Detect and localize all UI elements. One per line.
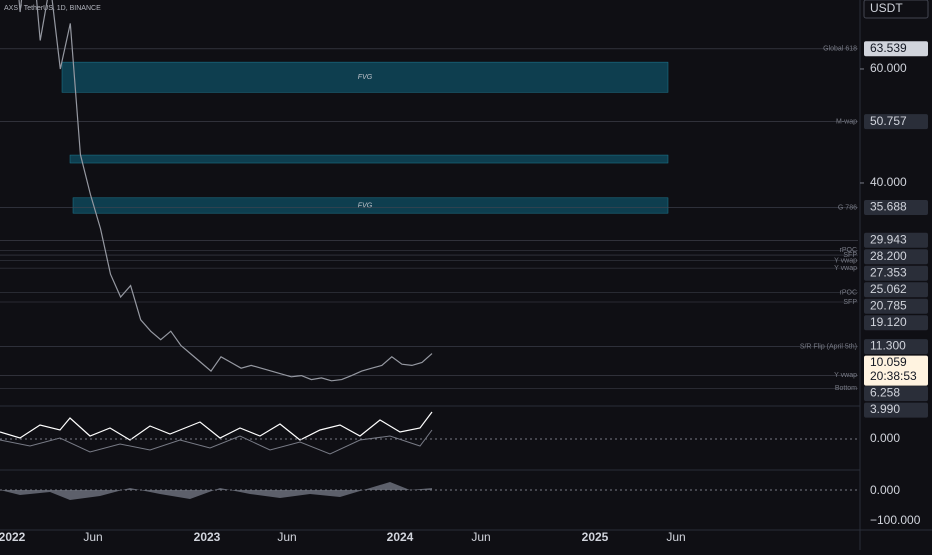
currency-button[interactable]: [863, 0, 929, 19]
level-name: M-wap: [836, 119, 857, 126]
price-label-box: [864, 41, 928, 57]
price-label-box: [864, 232, 928, 248]
price-label: 6.258: [870, 386, 900, 400]
price-label: 27.353: [870, 265, 907, 279]
time-label: 2024: [387, 530, 414, 544]
price-line: [18, 0, 433, 382]
level-name: S/R Flip (April 5th): [800, 343, 857, 350]
price-label: 29.943: [870, 232, 907, 246]
osc-zero-label: 0.000: [870, 483, 900, 497]
price-label-box: [864, 402, 928, 418]
level-name: Y vwap: [834, 257, 857, 264]
level-name: SFP: [843, 252, 857, 259]
price-label-box: [864, 249, 928, 265]
price-label: 28.200: [870, 249, 907, 263]
level-name: rPOC: [840, 289, 858, 296]
oscillator-line: [0, 429, 433, 455]
price-label-box: [864, 114, 928, 130]
fvg-zone: [69, 154, 669, 164]
level-name: Global 618: [823, 46, 857, 53]
level-name: Bottom: [835, 385, 857, 392]
price-label: 20.785: [870, 298, 907, 312]
level-name: Y vwap: [834, 265, 857, 272]
level-name: G 786: [838, 204, 857, 211]
time-label: Jun: [471, 530, 490, 544]
price-label-box: [864, 386, 928, 402]
price-label: 3.990: [870, 402, 900, 416]
oscillator-line: [0, 411, 433, 441]
price-label: 50.757: [870, 114, 907, 128]
price-label-box: [864, 298, 928, 314]
price-label: 11.300: [870, 339, 906, 353]
level-name: SFP: [843, 299, 857, 306]
oscillator-area: [0, 482, 432, 500]
price-tick-label: 40.000: [870, 175, 907, 189]
price-label: 19.120: [870, 315, 907, 329]
price-label-box: [864, 282, 928, 298]
time-label: 2022: [0, 530, 26, 544]
fvg-zone: [61, 61, 669, 93]
time-label: Jun: [83, 530, 102, 544]
time-label: 2025: [582, 530, 609, 544]
currency-label[interactable]: USDT: [870, 1, 903, 15]
price-label-box: [864, 265, 928, 281]
fvg-label: FVG: [358, 202, 373, 209]
fvg-zone: [72, 197, 669, 214]
fvg-label: FVG: [358, 74, 373, 81]
price-label-box: [864, 339, 928, 355]
price-label-box: [864, 200, 928, 216]
price-label-box: [864, 355, 928, 386]
price-label: 25.062: [870, 282, 907, 296]
time-label: 2023: [194, 530, 221, 544]
time-label: Jun: [277, 530, 296, 544]
price-tick-label: 60.000: [870, 61, 907, 75]
price-label: 35.688: [870, 200, 907, 214]
level-name: rPOC: [840, 247, 858, 254]
time-label: Jun: [666, 530, 685, 544]
level-name: Y vwap: [834, 372, 857, 379]
osc-low-label: −100.000: [870, 513, 921, 527]
price-label: 10.059: [870, 355, 907, 369]
price-label: 63.539: [870, 41, 907, 55]
osc-zero-label: 0.000: [870, 431, 900, 445]
countdown: 20:38:53: [870, 369, 917, 383]
price-label-box: [864, 315, 928, 331]
